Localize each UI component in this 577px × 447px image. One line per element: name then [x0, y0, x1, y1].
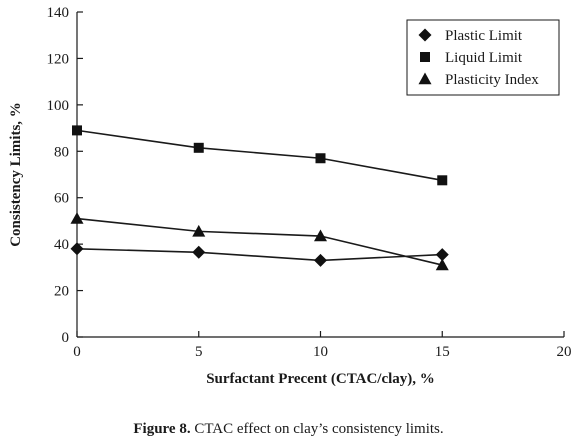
legend-box	[406, 19, 560, 96]
y-tick-label: 20	[54, 284, 69, 300]
ticks: 0 20 40 60 80 100 120 140 0 5 10 15 20	[47, 5, 572, 360]
legend-entry: Plasticity Index	[445, 72, 539, 88]
data-point-plastic-limit	[435, 248, 449, 262]
x-tick-label: 20	[557, 344, 572, 360]
legend-marker	[420, 52, 430, 62]
data-point-plasticity-index	[435, 258, 449, 271]
y-tick-label: 0	[62, 330, 70, 346]
y-tick-label: 140	[47, 5, 70, 21]
figure-caption: Figure 8. CTAC effect on clay’s consiste…	[0, 421, 577, 438]
data-point-plastic-limit	[314, 253, 327, 267]
y-tick-label: 120	[47, 51, 70, 67]
x-tick-label: 0	[73, 344, 81, 360]
y-tick-label: 100	[47, 98, 70, 114]
x-tick-label: 10	[313, 344, 328, 360]
series-line-plastic-limit	[76, 247, 443, 262]
legend: Plastic Limit Liquid Limit Plasticity Inde…	[406, 19, 560, 96]
legend-marker	[418, 28, 432, 42]
series-liquid-limit	[72, 125, 448, 186]
series-line-plasticity-index	[76, 217, 443, 266]
data-point-liquid-limit	[193, 142, 204, 153]
x-tick-label: 5	[195, 344, 203, 360]
legend-marker	[418, 72, 432, 85]
series	[70, 125, 449, 271]
legend-entry: Plastic Limit	[445, 28, 523, 44]
data-point-plasticity-index	[192, 224, 206, 237]
data-point-liquid-limit	[437, 175, 448, 186]
series-line-liquid-limit	[76, 129, 443, 182]
x-tick-label: 15	[435, 344, 450, 360]
y-axis-title: Consistency Limits, %	[8, 102, 24, 247]
data-point-liquid-limit	[72, 125, 82, 136]
y-tick-label: 60	[54, 191, 69, 207]
series-plasticity-index	[70, 212, 449, 271]
series-plastic-limit	[70, 242, 449, 267]
y-tick-label: 40	[54, 237, 69, 253]
figure-caption-text: CTAC effect on clay’s consistency limits…	[194, 421, 444, 437]
data-point-liquid-limit	[315, 153, 326, 164]
data-point-plastic-limit	[70, 242, 84, 256]
x-axis-title: Surfactant Precent (CTAC/clay), %	[206, 371, 435, 387]
data-point-plasticity-index	[314, 229, 327, 242]
legend-entry: Liquid Limit	[445, 50, 523, 66]
data-point-plastic-limit	[192, 245, 206, 259]
data-point-plasticity-index	[70, 212, 84, 224]
y-tick-label: 80	[54, 144, 69, 160]
figure-caption-label: Figure 8.	[133, 421, 191, 437]
